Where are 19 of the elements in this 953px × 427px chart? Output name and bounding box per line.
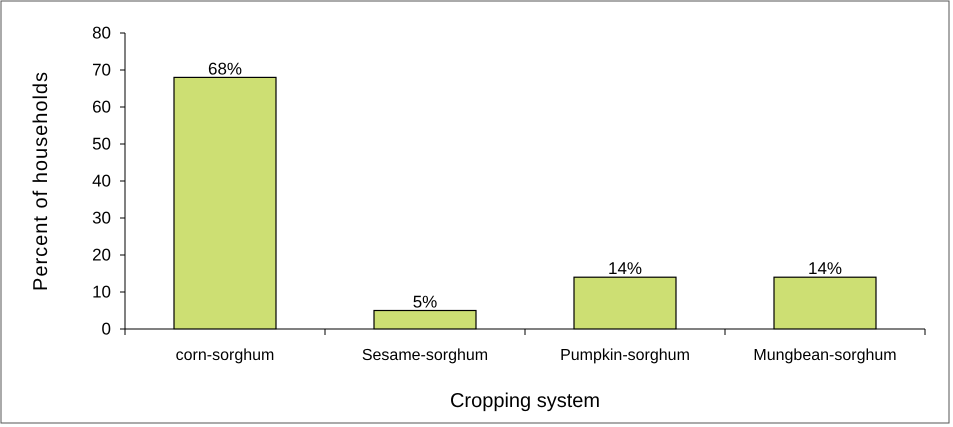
x-tick-label: Pumpkin-sorghum (560, 347, 690, 364)
data-label: 5% (412, 292, 438, 312)
data-label: 68% (208, 59, 242, 78)
y-axis-title: Percent of households (30, 70, 52, 292)
y-tick-label: 0 (102, 319, 111, 338)
x-axis-title: Cropping system (450, 390, 600, 412)
data-label: 14% (808, 259, 842, 278)
y-tick-label: 80 (92, 23, 111, 42)
y-tick-label: 50 (92, 134, 111, 154)
y-tick-label: 40 (92, 171, 111, 190)
data-label: 14% (608, 259, 642, 278)
x-tick-label: Mungbean-sorghum (753, 347, 897, 364)
x-tick-label: corn-sorghum (176, 347, 274, 364)
y-tick-label: 30 (92, 208, 111, 228)
y-tick-label: 10 (92, 282, 111, 302)
y-tick-label: 60 (92, 97, 111, 116)
y-tick-label: 20 (92, 245, 111, 264)
x-tick-label: Sesame-sorghum (362, 347, 488, 364)
y-tick-label: 70 (92, 60, 111, 80)
